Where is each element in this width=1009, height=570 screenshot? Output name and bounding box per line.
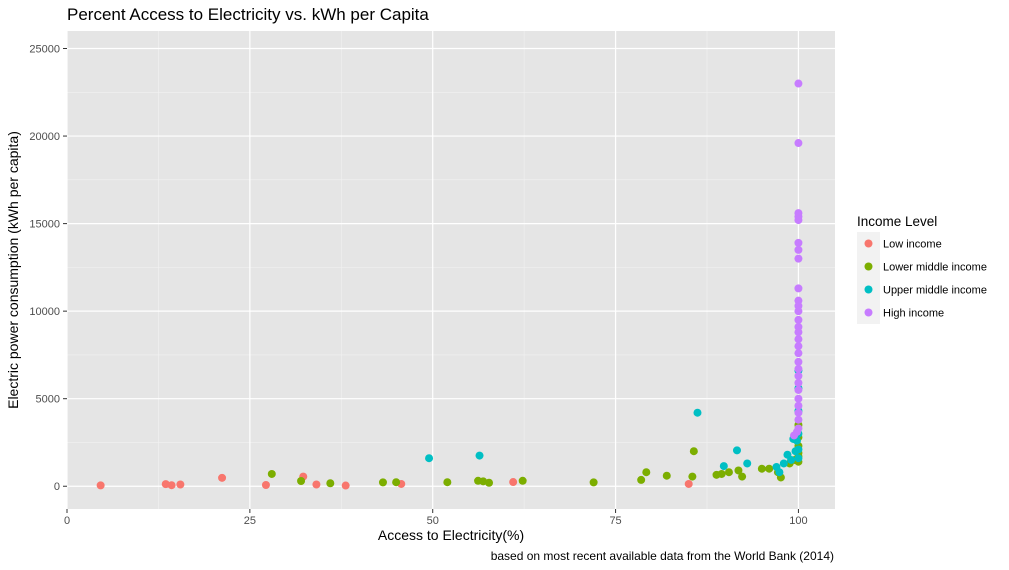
legend-title: Income Level [857,214,937,229]
point-high-income [794,394,803,403]
point-lower-middle-income [589,478,598,487]
point-high-income [794,238,803,247]
point-high-income [794,385,803,394]
point-low-income [96,481,105,490]
point-high-income [794,322,803,331]
point-lower-middle-income [689,447,698,456]
point-high-income [794,357,803,366]
legend-marker-low-income [864,239,873,248]
point-low-income [176,480,185,489]
point-low-income [261,481,270,490]
point-high-income [794,254,803,263]
chart-caption: based on most recent available data from… [491,549,834,563]
legend-label-low-income: Low income [883,239,942,251]
point-lower-middle-income [297,476,306,485]
data-points [96,79,803,490]
legend-marker-lower-middle-income [864,262,873,271]
x-axis-title: Access to Electricity(%) [378,527,524,543]
point-high-income [794,378,803,387]
point-lower-middle-income [724,468,733,477]
point-high-income [794,245,803,254]
point-lower-middle-income [642,468,651,477]
y-tick-label: 25000 [29,44,60,56]
point-lower-middle-income [688,472,697,481]
point-low-income [167,481,176,490]
point-lower-middle-income [734,466,743,475]
point-high-income [794,342,803,351]
x-tick-label: 25 [244,515,256,527]
y-tick-label: 10000 [29,306,60,318]
point-lower-middle-income [765,464,774,473]
point-upper-middle-income [779,459,788,468]
point-lower-middle-income [637,475,646,484]
point-high-income [794,335,803,344]
point-lower-middle-income [717,469,726,478]
point-high-income [794,139,803,148]
x-tick-label: 75 [609,515,621,527]
point-high-income [794,408,803,417]
point-lower-middle-income [738,472,747,481]
point-lower-middle-income [326,479,335,488]
point-low-income [509,478,518,487]
point-lower-middle-income [443,478,452,487]
point-high-income [794,79,803,88]
point-high-income [794,209,803,218]
point-high-income [794,401,803,410]
y-tick-label: 20000 [29,131,60,143]
point-low-income [341,481,350,490]
point-lower-middle-income [485,478,494,487]
y-tick-label: 15000 [29,219,60,231]
point-upper-middle-income [719,462,728,471]
point-lower-middle-income [267,469,276,478]
point-high-income [794,349,803,358]
point-high-income [794,424,803,433]
point-low-income [218,473,227,482]
axes: 0 25 50 75 100 0 5000 10000 15000 20000 25000 [29,44,807,527]
legend-label-upper-middle-income: Upper middle income [883,285,987,297]
point-upper-middle-income [425,454,434,463]
point-high-income [794,296,803,305]
point-lower-middle-income [757,464,766,473]
point-upper-middle-income [775,468,784,477]
x-tick-label: 50 [427,515,439,527]
y-tick-label: 0 [54,481,60,493]
point-upper-middle-income [475,451,484,460]
point-upper-middle-income [693,408,702,417]
y-axis-title: Electric power consumption (kWh per capi… [5,131,21,409]
point-lower-middle-income [378,478,387,487]
point-high-income [794,364,803,373]
x-tick-label: 0 [64,515,70,527]
legend-label-lower-middle-income: Lower middle income [883,262,987,274]
point-upper-middle-income [787,455,796,464]
point-high-income [794,284,803,293]
x-tick-label: 100 [789,515,807,527]
point-low-income [684,479,693,488]
point-high-income [794,315,803,324]
legend-marker-upper-middle-income [864,285,873,294]
point-lower-middle-income [392,478,401,487]
y-tick-label: 5000 [36,394,60,406]
point-upper-middle-income [732,446,741,455]
point-low-income [312,480,321,489]
plot-panel [67,31,835,509]
point-upper-middle-income [743,459,752,468]
point-upper-middle-income [794,454,803,463]
point-high-income [794,371,803,380]
point-lower-middle-income [518,476,527,485]
point-lower-middle-income [662,471,671,480]
legend-marker-high-income [864,308,873,317]
point-high-income [794,415,803,424]
chart-title: Percent Access to Electricity vs. kWh pe… [67,5,429,24]
point-upper-middle-income [794,445,803,454]
legend-label-high-income: High income [883,308,944,320]
legend: Income Level Low income Lower middle inco… [857,214,987,324]
